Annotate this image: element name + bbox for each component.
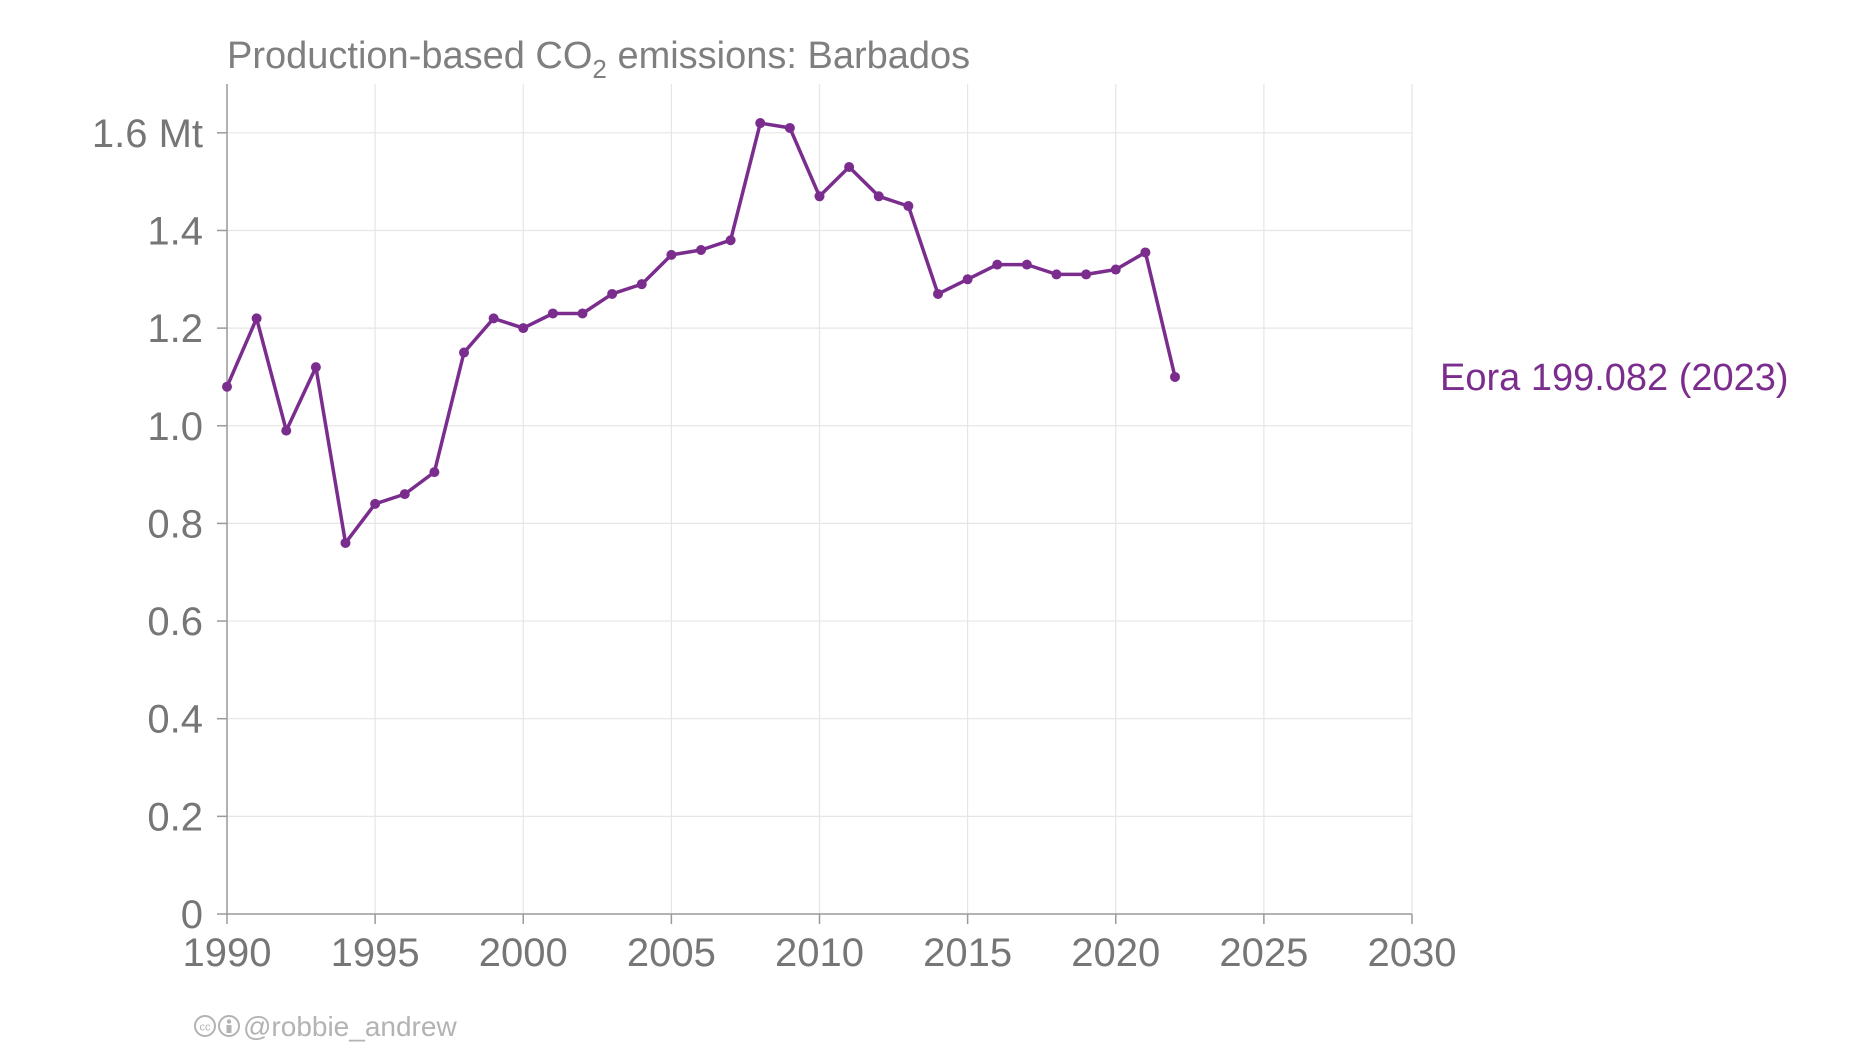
x-tick-label: 2000 <box>479 931 568 975</box>
y-tick-label: 1.6 Mt <box>92 112 203 156</box>
data-point <box>1081 269 1092 280</box>
data-point <box>666 249 677 260</box>
grid <box>226 84 1413 914</box>
x-axis-ticks: 1990 1995 2000 2005 2010 2015 2020 2025 2030 <box>183 914 1457 975</box>
data-point <box>873 191 884 202</box>
x-tick-label: 2020 <box>1071 931 1160 975</box>
chart-title: Production-based CO2 emissions: Barbados <box>227 35 970 84</box>
data-point <box>399 489 410 500</box>
x-tick-label: 1990 <box>183 931 272 975</box>
x-tick-label: 2030 <box>1368 931 1457 975</box>
data-point <box>518 323 529 334</box>
data-point <box>814 191 825 202</box>
x-tick-label: 2025 <box>1219 931 1308 975</box>
data-point <box>310 362 321 373</box>
x-tick-label: 2015 <box>923 931 1012 975</box>
data-point <box>755 118 766 129</box>
data-point <box>992 259 1003 270</box>
data-point <box>251 313 262 324</box>
data-point <box>281 425 292 436</box>
data-point <box>340 537 351 548</box>
title-subscript: 2 <box>592 54 606 84</box>
data-point <box>488 313 499 324</box>
data-point <box>636 279 647 290</box>
series-label: Eora 199.082 (2023) <box>1440 357 1789 399</box>
credit-handle: @robbie_andrew <box>243 1011 457 1042</box>
y-tick-label: 0.8 <box>147 502 203 546</box>
y-tick-label: 0 <box>181 893 203 937</box>
data-point <box>725 235 736 246</box>
svg-text:cc: cc <box>200 1022 212 1034</box>
data-point <box>577 308 588 319</box>
y-tick-label: 1.0 <box>147 405 203 449</box>
data-point <box>547 308 558 319</box>
data-point <box>933 288 943 299</box>
data-point <box>962 274 973 285</box>
data-point <box>903 201 914 212</box>
y-tick-label: 0.2 <box>147 795 203 839</box>
y-tick-label: 0.4 <box>147 698 203 742</box>
cc-icon: cc <box>194 1015 216 1037</box>
by-icon <box>218 1015 240 1037</box>
data-point <box>696 245 706 255</box>
y-axis-ticks: 0 0.2 0.4 0.6 0.8 1.0 1.2 1.4 1.6 Mt <box>92 112 227 937</box>
y-tick-label: 1.4 <box>147 209 203 253</box>
data-point <box>1170 371 1180 382</box>
title-text-before: Production-based CO <box>227 35 592 77</box>
data-point <box>459 347 469 358</box>
data-point <box>844 162 855 172</box>
series: Eora 199.082 (2023) <box>222 118 1789 548</box>
series-line <box>225 121 1177 545</box>
data-point <box>429 467 440 478</box>
data-point <box>1021 259 1032 270</box>
credit: cc @robbie_andrew <box>194 1011 457 1042</box>
x-tick-label: 1995 <box>331 931 420 975</box>
data-point <box>370 498 381 509</box>
x-tick-label: 2010 <box>775 931 864 975</box>
data-point <box>1051 269 1062 280</box>
data-point <box>1140 247 1151 258</box>
y-tick-label: 1.2 <box>147 307 203 351</box>
x-tick-label: 2005 <box>627 931 716 975</box>
data-point <box>784 122 795 133</box>
data-point <box>1110 264 1121 275</box>
y-tick-label: 0.6 <box>147 600 203 644</box>
data-point <box>222 381 232 392</box>
title-text-after: emissions: Barbados <box>607 35 970 77</box>
data-point <box>607 288 618 299</box>
